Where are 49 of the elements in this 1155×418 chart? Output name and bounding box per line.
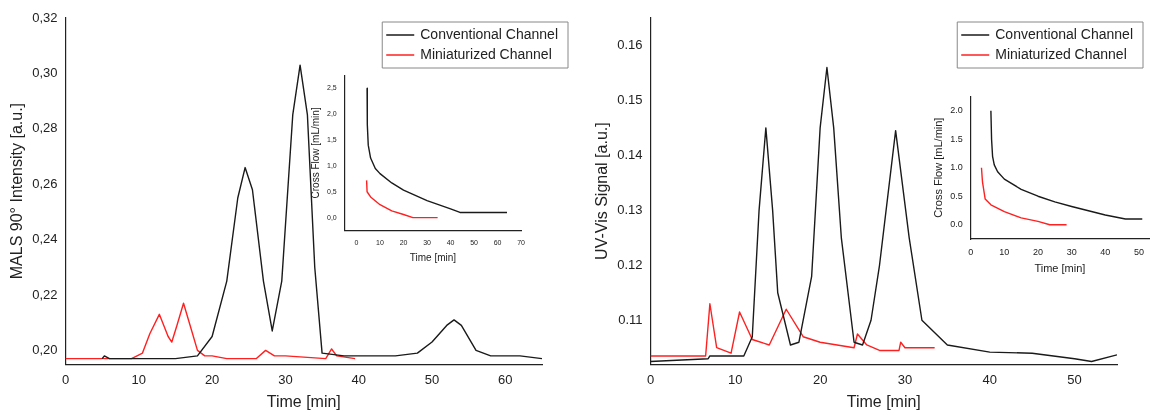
y-tick-label: 0.0	[950, 219, 963, 230]
y-tick-label: 0,24	[32, 231, 58, 247]
y-tick-label: 0.12	[617, 256, 643, 272]
x-axis-title: Time [min]	[409, 251, 457, 263]
x-tick-label: 10	[999, 246, 1010, 257]
y-tick-label: 0.14	[617, 146, 643, 162]
y-tick-label: 0.16	[617, 37, 643, 53]
x-tick-label: 0	[968, 246, 974, 257]
legend-label: Miniaturized Channel	[995, 45, 1127, 62]
y-tick-label: 0,20	[32, 341, 58, 357]
y-tick-label: 0,22	[32, 286, 58, 302]
y-axis-title: Cross Flow [mL/min]	[309, 107, 321, 199]
x-tick-label: 30	[1066, 246, 1077, 257]
x-tick-label: 60	[498, 371, 513, 387]
y-tick-label: 0,30	[32, 64, 58, 80]
x-tick-label: 30	[278, 371, 293, 387]
x-tick-label: 10	[728, 371, 743, 387]
x-tick-label: 10	[131, 371, 147, 387]
x-axis-title: Time [min]	[1034, 262, 1086, 275]
y-tick-label: 0,32	[32, 9, 58, 25]
legend-label: Conventional Channel	[995, 25, 1133, 42]
y-tick-label: 0,26	[32, 175, 58, 191]
legend-label: Miniaturized Channel	[420, 45, 552, 62]
x-tick-label: 50	[424, 371, 440, 387]
legend-label: Conventional Channel	[420, 25, 558, 42]
y-axis-title: Cross Flow [mL/min]	[931, 117, 944, 218]
x-tick-label: 20	[812, 371, 828, 387]
x-tick-label: 40	[982, 371, 998, 387]
x-tick-label: 20	[204, 371, 220, 387]
y-tick-label: 0.15	[617, 92, 643, 108]
x-tick-label: 30	[897, 371, 913, 387]
x-tick-label: 40	[351, 371, 366, 387]
y-tick-label: 1.5	[950, 133, 963, 144]
y-tick-label: 1.0	[950, 162, 963, 173]
x-tick-label: 0	[646, 371, 655, 387]
x-tick-label: 50	[1133, 246, 1144, 257]
x-axis-title: Time [min]	[266, 392, 341, 410]
y-tick-label: 0,28	[32, 120, 58, 136]
x-tick-label: 0	[61, 371, 70, 387]
x-axis-title: Time [min]	[846, 392, 921, 410]
y-tick-label: 2.0	[950, 105, 963, 116]
y-tick-label: 0.5	[950, 190, 963, 201]
y-axis-title: MALS 90° Intensity [a.u.]	[8, 102, 26, 280]
y-tick-label: 0.11	[618, 311, 643, 327]
y-axis-title: UV-Vis Signal [a.u.]	[593, 122, 611, 260]
y-tick-label: 0.13	[617, 201, 643, 217]
x-tick-label: 50	[1067, 371, 1082, 387]
x-tick-label: 40	[1100, 246, 1111, 257]
x-tick-label: 20	[1032, 246, 1043, 257]
